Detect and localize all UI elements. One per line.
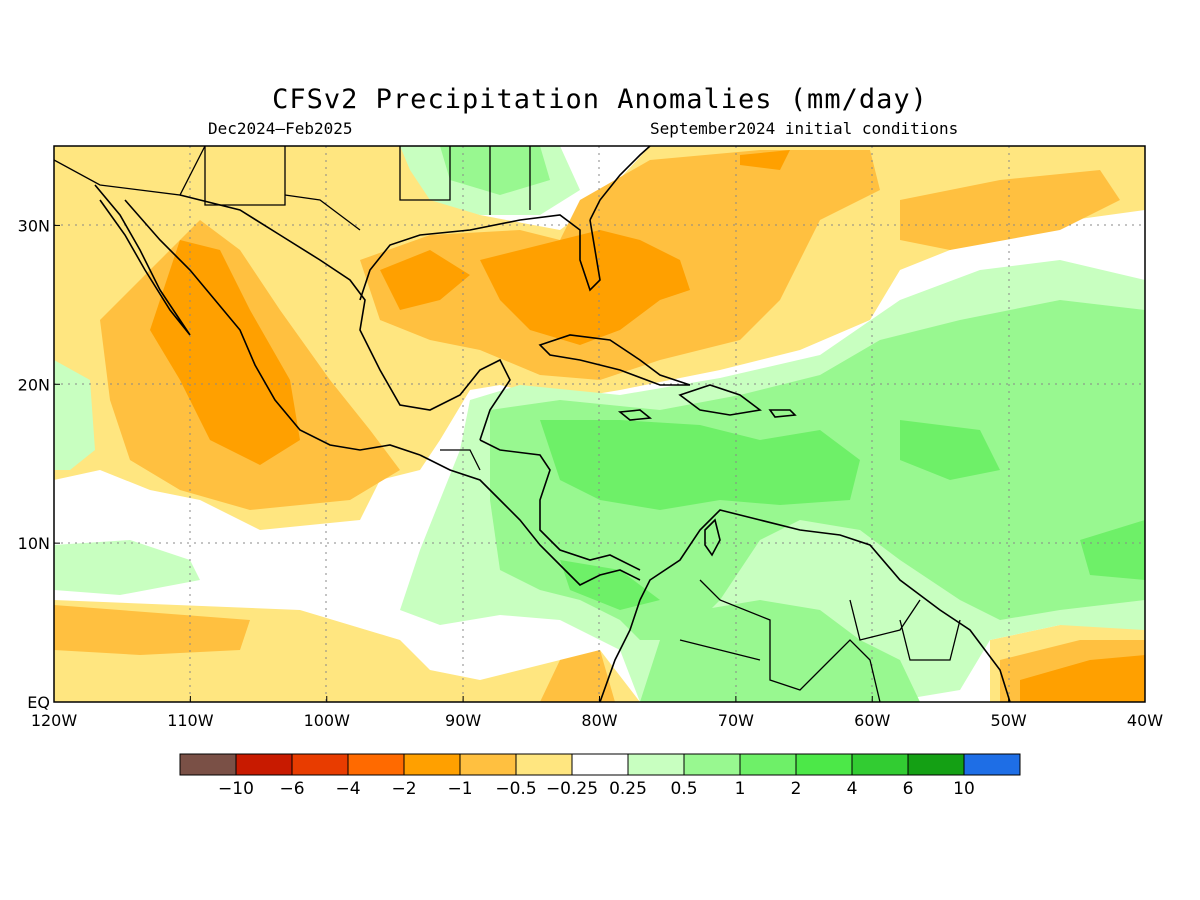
colorbar-swatch <box>627 753 685 776</box>
dry-mid-atlantic-north <box>900 170 1120 250</box>
x-tick-label: 90W <box>445 711 481 730</box>
dry-strong-atlantic-se <box>1020 655 1145 702</box>
colorbar-label: −1 <box>447 779 472 799</box>
colorbar-swatch <box>795 753 853 776</box>
forecast-period: Dec2024–Feb2025 <box>208 119 353 138</box>
colorbar-swatch <box>907 753 965 776</box>
colorbar-swatch <box>963 753 1021 776</box>
colorbar-label: 4 <box>847 779 858 799</box>
colorbar-swatch <box>179 753 237 776</box>
x-tick-label: 80W <box>581 711 617 730</box>
colorbar-swatch <box>235 753 293 776</box>
dry-strong-florida <box>480 230 690 345</box>
colorbar: −10 −6 −4 −2 −1 −0.5 −0.25 0.25 0.5 1 2 4 6 10 <box>179 753 1021 799</box>
colorbar-label: 2 <box>791 779 802 799</box>
wet-region-pacific-west <box>54 360 95 470</box>
dry-mid-south-pacific <box>54 605 250 655</box>
grid-lines <box>54 146 1145 702</box>
colorbar-swatch <box>571 753 629 776</box>
colorbar-label: −0.5 <box>495 779 536 799</box>
colorbar-label: 6 <box>903 779 914 799</box>
country-borders <box>54 146 961 702</box>
x-tick-label: 100W <box>304 711 351 730</box>
dry-strong-mexico <box>150 240 300 465</box>
wet-mid-south-america <box>640 600 920 702</box>
colorbar-label: −10 <box>218 779 254 799</box>
x-tick-label: 60W <box>854 711 890 730</box>
colorbar-label: −4 <box>335 779 360 799</box>
anomaly-field <box>54 146 1145 702</box>
colorbar-swatch <box>347 753 405 776</box>
colorbar-swatch <box>515 753 573 776</box>
wet-strong-panama <box>560 560 660 610</box>
colorbar-swatch <box>739 753 797 776</box>
dry-strong-gulf-west <box>380 250 470 310</box>
y-tick-label: 20N <box>18 375 50 394</box>
colorbar-label: −6 <box>279 779 304 799</box>
wet-region-pacific-sw <box>54 540 200 595</box>
wet-strong-caribbean <box>540 420 860 510</box>
colorbar-swatch <box>851 753 909 776</box>
x-tick-label: 40W <box>1127 711 1163 730</box>
x-tick-label: 120W <box>31 711 78 730</box>
x-axis: 120W 110W 100W 90W 80W 70W 60W 50W 40W <box>31 696 1163 730</box>
colorbar-swatch <box>291 753 349 776</box>
wet-strong-atlantic-east <box>1080 520 1145 580</box>
colorbar-swatch <box>403 753 461 776</box>
colorbar-label: 1 <box>735 779 746 799</box>
y-tick-label: 30N <box>18 216 50 235</box>
y-tick-label: EQ <box>27 693 50 712</box>
x-tick-label: 50W <box>991 711 1027 730</box>
colorbar-label: −2 <box>391 779 416 799</box>
map-title: CFSv2 Precipitation Anomalies (mm/day) <box>272 84 928 115</box>
coastlines <box>94 146 1011 702</box>
y-tick-label: 10N <box>18 534 50 553</box>
dry-strong-atlantic <box>740 150 790 170</box>
colorbar-label: 10 <box>953 779 975 799</box>
colorbar-label: 0.5 <box>670 779 697 799</box>
colorbar-label: 0.25 <box>609 779 647 799</box>
x-tick-label: 110W <box>167 711 214 730</box>
colorbar-swatch <box>683 753 741 776</box>
colorbar-label: −0.25 <box>546 779 598 799</box>
y-axis: EQ 10N 20N 30N <box>18 216 60 712</box>
wet-strong-atlantic <box>900 420 1000 480</box>
initial-conditions: September2024 initial conditions <box>650 119 959 138</box>
wet-mid-us-southeast <box>440 146 550 195</box>
colorbar-swatch <box>459 753 517 776</box>
x-tick-label: 70W <box>718 711 754 730</box>
dry-mid-panama-coast <box>540 650 615 702</box>
